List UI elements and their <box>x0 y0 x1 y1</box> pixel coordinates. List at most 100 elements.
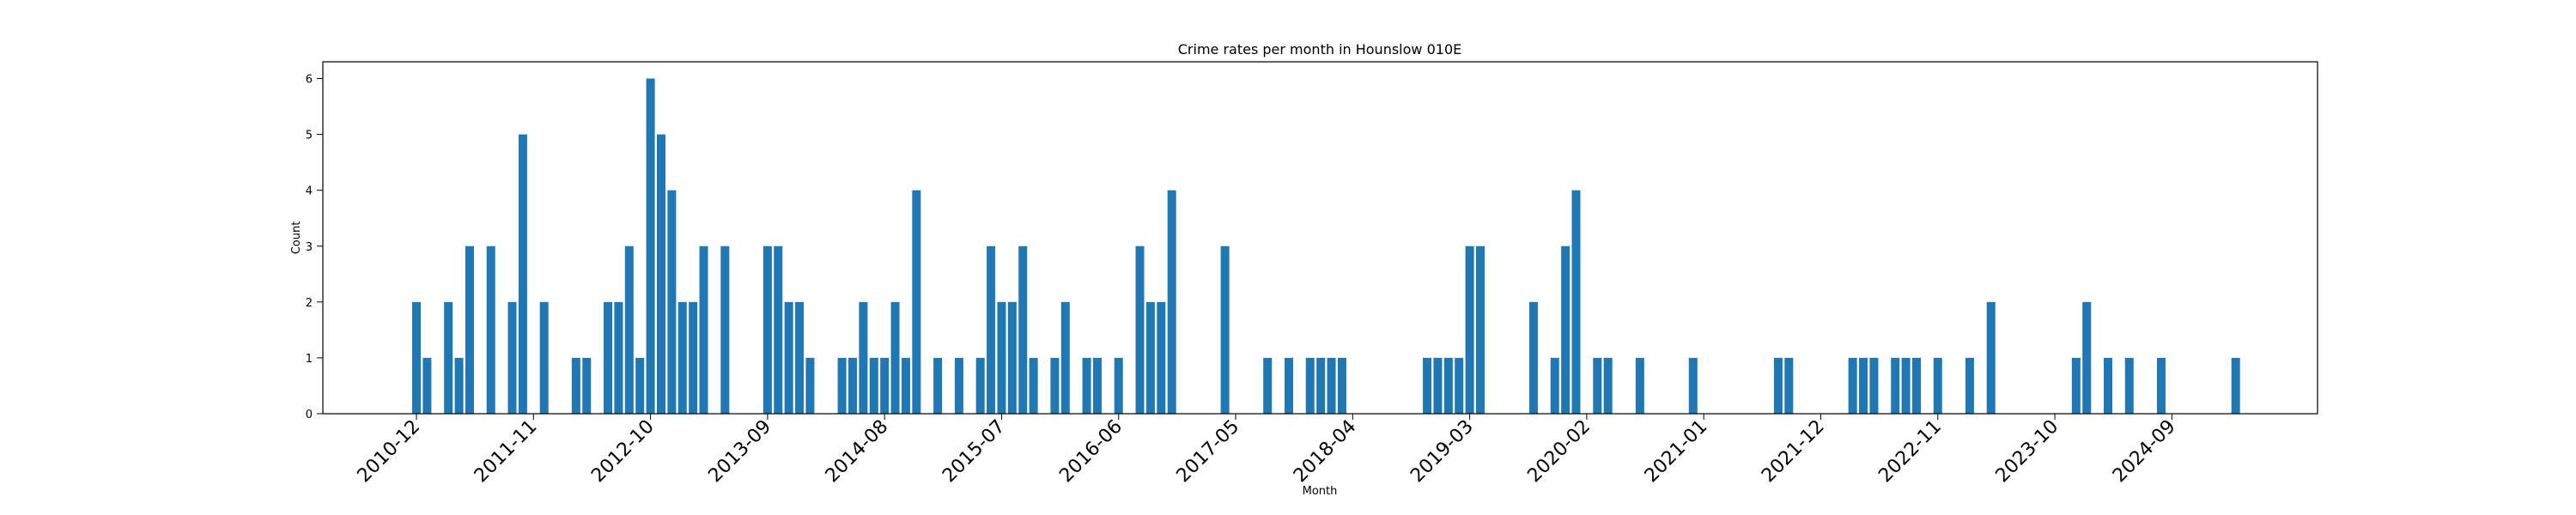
bar-2012-07 <box>614 301 623 414</box>
bar-2014-09 <box>890 301 900 414</box>
x-tick-label: 2010-12 <box>354 416 425 488</box>
bar-2014-08 <box>880 357 890 414</box>
bar-2020-03 <box>1593 357 1602 414</box>
x-tick-label: 2021-12 <box>1758 416 1829 488</box>
bar-2011-04 <box>454 357 464 414</box>
bar-2017-10 <box>1284 357 1293 414</box>
x-axis-ticks: 2010-12 2011-11 2012-10 2013-09 2014-08 2015-… <box>354 414 2180 487</box>
x-tick-label: 2018-04 <box>1290 416 1361 488</box>
y-tick-label: 1 <box>306 353 313 366</box>
y-tick-label: 6 <box>306 74 313 87</box>
bar-2015-07 <box>997 301 1006 414</box>
bar-2019-01 <box>1443 357 1453 414</box>
bar-2010-12 <box>412 301 421 414</box>
bar-2017-08 <box>1263 357 1273 414</box>
bar-2018-12 <box>1433 357 1443 414</box>
x-tick-label: 2016-06 <box>1055 416 1127 488</box>
y-axis-ticks: 0 1 2 3 4 5 6 <box>306 74 323 421</box>
bar-2016-10 <box>1157 301 1166 414</box>
x-tick-label: 2014-08 <box>822 416 893 488</box>
bar-2014-10 <box>901 357 910 414</box>
bar-2021-09 <box>1784 357 1794 414</box>
x-tick-label: 2024-09 <box>2109 416 2180 488</box>
bar-2013-12 <box>795 301 805 414</box>
bar-2019-12 <box>1561 245 1571 414</box>
bar-2012-12 <box>667 190 677 414</box>
bar-2015-06 <box>987 245 996 414</box>
bar-2013-09 <box>762 245 772 414</box>
bar-2012-11 <box>656 134 665 414</box>
bar-2014-05 <box>848 357 857 414</box>
bar-2017-12 <box>1305 357 1315 414</box>
bar-2022-04 <box>1859 357 1868 414</box>
bar-2014-01 <box>805 357 815 414</box>
bar-2022-07 <box>1891 357 1900 414</box>
bar-2015-12 <box>1050 357 1060 414</box>
bar-2011-09 <box>507 301 517 414</box>
bar-2014-07 <box>869 357 878 414</box>
bar-2015-03 <box>954 357 963 414</box>
bar-2016-09 <box>1145 301 1155 414</box>
x-tick-label: 2011-11 <box>471 416 542 488</box>
bar-2020-01 <box>1571 190 1581 414</box>
bar-2019-02 <box>1455 357 1464 414</box>
bar-2014-04 <box>837 357 847 414</box>
bar-2022-03 <box>1848 357 1857 414</box>
bar-2023-04 <box>1986 301 1996 414</box>
bar-2024-08 <box>2156 357 2166 414</box>
bar-2013-05 <box>720 245 730 414</box>
x-tick-label: 2022-11 <box>1874 416 1946 488</box>
x-tick-label: 2021-01 <box>1641 416 1712 488</box>
bar-2016-06 <box>1114 357 1123 414</box>
bar-2016-04 <box>1092 357 1102 414</box>
bar-2016-08 <box>1135 245 1145 414</box>
bar-2018-11 <box>1423 357 1432 414</box>
x-tick-label: 2015-07 <box>939 416 1010 488</box>
bars-group <box>412 78 2240 415</box>
bar-2012-08 <box>624 245 634 414</box>
bar-2017-04 <box>1220 245 1230 414</box>
bar-2013-10 <box>774 245 783 414</box>
bar-2012-09 <box>635 357 645 414</box>
y-tick-label: 4 <box>306 185 313 198</box>
bar-2013-03 <box>699 245 708 414</box>
y-tick-label: 2 <box>306 297 313 310</box>
bar-2015-09 <box>1018 245 1028 414</box>
bar-2019-04 <box>1476 245 1485 414</box>
bar-2012-10 <box>646 78 655 415</box>
bar-2018-03 <box>1337 357 1346 414</box>
bar-2016-01 <box>1060 301 1070 414</box>
x-tick-label: 2023-10 <box>1992 416 2063 488</box>
bar-2011-12 <box>539 301 549 414</box>
bar-2016-03 <box>1082 357 1091 414</box>
plot-frame <box>322 61 2318 415</box>
bar-2016-11 <box>1167 190 1176 414</box>
x-tick-label: 2012-10 <box>587 416 659 488</box>
bar-2018-01 <box>1316 357 1326 414</box>
bar-2012-03 <box>571 357 580 414</box>
bar-2024-05 <box>2124 357 2134 414</box>
bar-2014-11 <box>912 190 921 414</box>
bar-2019-11 <box>1550 357 1559 414</box>
x-tick-label: 2019-03 <box>1406 416 1478 488</box>
bar-2022-08 <box>1901 357 1911 414</box>
bar-2023-12 <box>2071 357 2081 414</box>
bar-2015-10 <box>1029 357 1038 414</box>
bar-2021-08 <box>1773 357 1783 414</box>
x-tick-label: 2020-02 <box>1523 416 1595 488</box>
bar-2020-07 <box>1635 357 1644 414</box>
x-tick-label: 2013-09 <box>704 416 775 488</box>
bar-2020-12 <box>1688 357 1698 414</box>
bar-2020-04 <box>1603 357 1613 414</box>
y-tick-label: 0 <box>306 409 313 421</box>
bar-2011-07 <box>486 245 495 414</box>
bar-2013-11 <box>784 301 793 414</box>
y-tick-label: 3 <box>306 241 313 254</box>
bar-2014-06 <box>859 301 868 414</box>
bar-2022-05 <box>1869 357 1879 414</box>
bar-2023-02 <box>1965 357 1974 414</box>
bar-2015-01 <box>933 357 943 414</box>
bar-2011-05 <box>465 245 474 414</box>
bar-2024-01 <box>2082 301 2092 414</box>
